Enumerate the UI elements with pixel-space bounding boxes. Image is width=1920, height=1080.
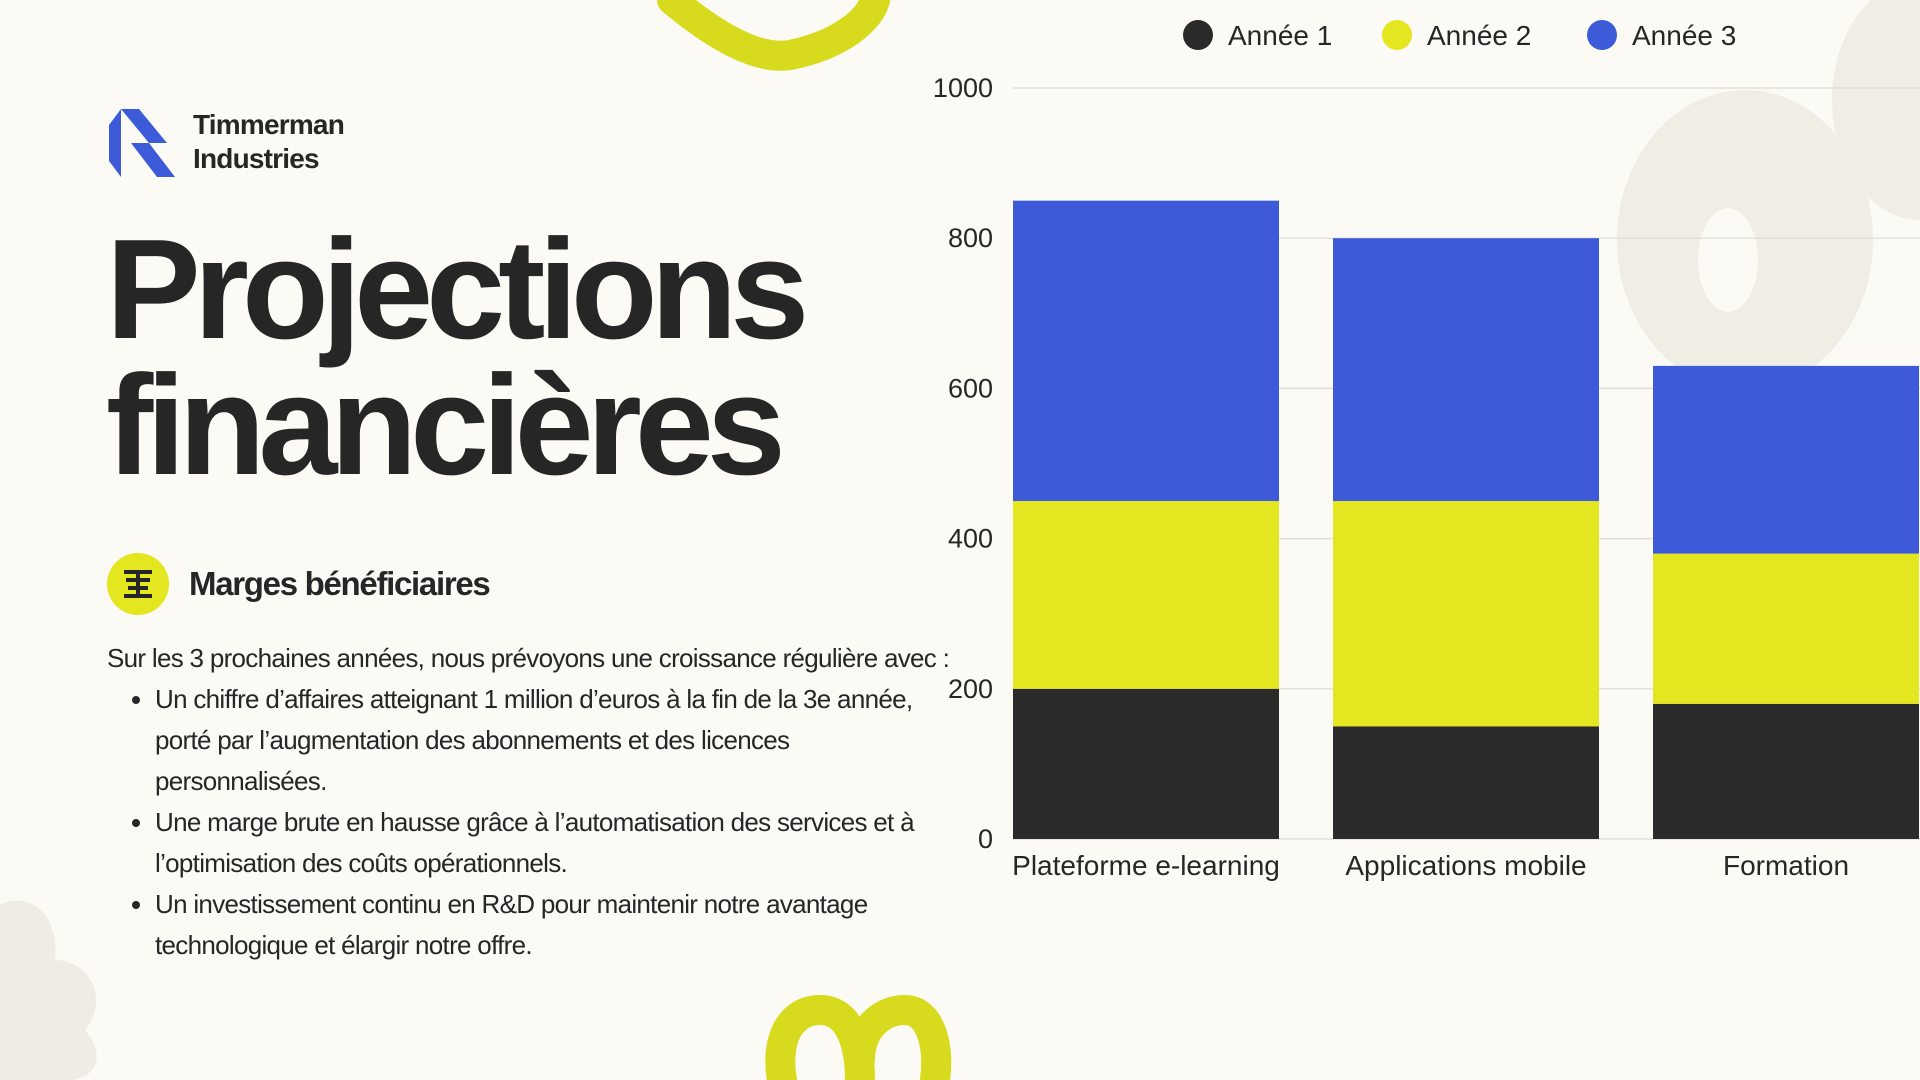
section-header: Marges bénéficiaires xyxy=(107,553,491,615)
bullet-item: Un chiffre d’affaires atteignant 1 milli… xyxy=(155,679,967,802)
brand-name-line2: Industries xyxy=(193,143,320,174)
y-tick-label: 0 xyxy=(978,824,993,854)
legend-label: Année 2 xyxy=(1427,20,1531,51)
bullet-list: Un chiffre d’affaires atteignant 1 milli… xyxy=(107,679,967,966)
squiggle-bottom xyxy=(765,994,952,1080)
body-text: Sur les 3 prochaines années, nous prévoy… xyxy=(107,638,967,966)
y-tick-label: 1000 xyxy=(933,73,993,103)
brand: Timmerman Industries xyxy=(107,107,345,177)
bar-segment xyxy=(1653,553,1919,704)
bar-segment xyxy=(1013,688,1279,839)
legend-label: Année 3 xyxy=(1632,20,1736,51)
building-glyph-icon xyxy=(107,553,169,615)
bar-segment xyxy=(1653,703,1919,839)
x-category-label: Plateforme e-learning xyxy=(1012,850,1280,881)
bar-segment xyxy=(1333,501,1599,727)
legend-marker xyxy=(1183,20,1213,50)
blob-right-hole xyxy=(1698,208,1758,312)
bullet-item: Une marge brute en hausse grâce à l’auto… xyxy=(155,802,967,884)
x-category-label: Applications mobile xyxy=(1345,850,1586,881)
legend-marker xyxy=(1382,20,1412,50)
x-category-label: Formation xyxy=(1723,850,1849,881)
bar-segment xyxy=(1013,501,1279,689)
bar-segment xyxy=(1333,726,1599,839)
legend-marker xyxy=(1587,20,1617,50)
page-title-line1: Projections xyxy=(106,210,809,369)
blob-corner xyxy=(1832,0,1920,220)
bullet-item: Un investissement continu en R&D pour ma… xyxy=(155,884,967,966)
intro-paragraph: Sur les 3 prochaines années, nous prévoy… xyxy=(107,643,950,673)
y-tick-label: 400 xyxy=(948,524,993,554)
squiggle-top xyxy=(657,0,890,71)
y-tick-label: 200 xyxy=(948,674,993,704)
brand-name-line1: Timmerman xyxy=(193,109,345,140)
bar-segment xyxy=(1333,238,1599,502)
brand-name: Timmerman Industries xyxy=(193,108,345,176)
flower-shape xyxy=(0,900,97,1080)
y-tick-label: 600 xyxy=(948,373,993,403)
y-tick-label: 800 xyxy=(948,223,993,253)
bar-segment xyxy=(1653,365,1919,554)
page-title-line2: financières xyxy=(106,346,786,505)
section-title: Marges bénéficiaires xyxy=(189,565,491,602)
legend-label: Année 1 xyxy=(1228,20,1332,51)
bar-segment xyxy=(1013,200,1279,502)
page-title: Projections financières xyxy=(106,210,809,505)
brand-logo-icon xyxy=(109,109,175,177)
